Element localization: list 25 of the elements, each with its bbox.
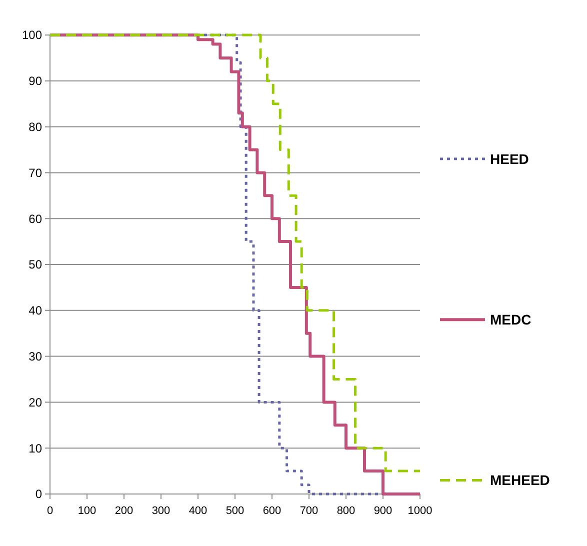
- x-tick-label: 400: [188, 505, 208, 517]
- y-tick-label: 60: [28, 212, 42, 226]
- x-tick-label: 600: [262, 505, 282, 517]
- legend-label: MEDC: [490, 311, 532, 328]
- x-tick-label: 500: [226, 505, 244, 517]
- y-tick-label: 0: [35, 487, 42, 502]
- y-tick-label: 80: [28, 120, 42, 134]
- x-tick-label: 1000: [408, 505, 432, 517]
- y-tick-label: 70: [28, 166, 42, 180]
- y-tick-label: 90: [28, 74, 42, 88]
- y-tick-label: 100: [22, 28, 42, 42]
- legend-label: HEED: [490, 150, 529, 167]
- x-tick-label: 100: [78, 505, 96, 517]
- legend-label: MEHEED: [490, 472, 550, 488]
- y-tick-label: 20: [28, 395, 42, 410]
- y-tick-label: 40: [28, 304, 42, 318]
- x-tick-label: 700: [300, 505, 318, 517]
- y-tick-label: 10: [28, 441, 42, 456]
- x-tick-label: 800: [336, 505, 356, 517]
- x-tick-label: 900: [374, 505, 392, 517]
- x-tick-label: 300: [152, 505, 170, 517]
- x-tick-label: 200: [114, 505, 134, 517]
- y-tick-label: 30: [28, 350, 42, 364]
- y-tick-label: 50: [28, 258, 42, 272]
- x-tick-label: 0: [46, 505, 54, 517]
